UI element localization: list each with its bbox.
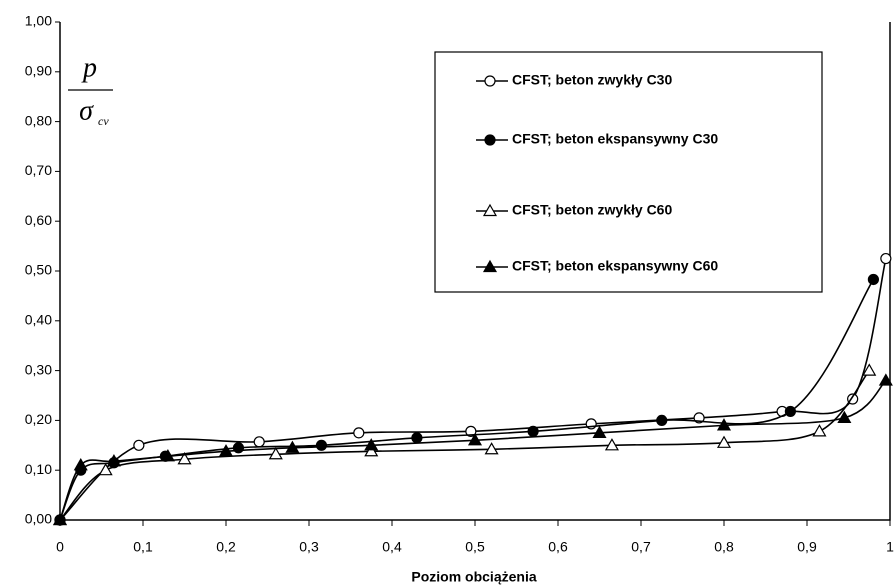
marker bbox=[411, 432, 423, 444]
legend-marker bbox=[484, 134, 496, 146]
marker bbox=[880, 252, 892, 265]
y-label-denominator: σ bbox=[79, 95, 94, 126]
marker bbox=[862, 363, 877, 376]
x-tick-label: 0,4 bbox=[382, 539, 402, 555]
x-tick-label: 0,7 bbox=[631, 539, 651, 555]
marker bbox=[592, 425, 607, 438]
marker bbox=[73, 458, 88, 471]
y-tick-label: 0,70 bbox=[25, 162, 52, 178]
x-tick-label: 0,8 bbox=[714, 539, 734, 555]
y-tick-label: 0,60 bbox=[25, 212, 52, 228]
y-tick-label: 0,20 bbox=[25, 411, 52, 427]
marker bbox=[364, 438, 379, 451]
y-tick-label: 0,30 bbox=[25, 361, 52, 377]
marker bbox=[784, 405, 797, 418]
y-tick-label: 0,00 bbox=[25, 511, 52, 527]
marker bbox=[160, 449, 175, 462]
y-label-numerator: p bbox=[81, 52, 97, 83]
marker bbox=[716, 435, 732, 448]
marker bbox=[133, 439, 145, 451]
marker bbox=[268, 447, 283, 460]
x-tick-label: 0,9 bbox=[797, 539, 817, 555]
marker bbox=[837, 410, 852, 424]
legend bbox=[434, 51, 823, 293]
legend-label: CFST; beton ekspansywny C60 bbox=[512, 258, 718, 274]
marker bbox=[177, 452, 192, 465]
y-tick-label: 1,00 bbox=[25, 13, 52, 29]
marker bbox=[218, 444, 234, 457]
marker bbox=[867, 273, 880, 286]
y-label-subscript: cv bbox=[98, 114, 109, 128]
marker bbox=[878, 373, 893, 386]
marker bbox=[716, 418, 732, 431]
marker bbox=[315, 439, 328, 451]
marker bbox=[106, 454, 121, 467]
marker bbox=[285, 440, 300, 453]
marker bbox=[98, 462, 113, 476]
legend-marker bbox=[484, 75, 496, 87]
marker bbox=[604, 438, 619, 451]
marker bbox=[364, 444, 379, 457]
legend-marker bbox=[482, 203, 498, 217]
series-line bbox=[59, 370, 870, 521]
x-tick-label: 0,2 bbox=[216, 539, 236, 555]
legend-label: CFST; beton ekspansywny C30 bbox=[512, 131, 718, 147]
x-tick-label: 1 bbox=[886, 539, 894, 555]
marker bbox=[484, 442, 499, 455]
legend-label: CFST; beton zwykły C30 bbox=[512, 72, 672, 88]
x-tick-label: 0 bbox=[56, 539, 64, 555]
marker bbox=[52, 512, 68, 526]
marker bbox=[353, 427, 365, 439]
marker bbox=[253, 436, 265, 448]
y-tick-label: 0,40 bbox=[25, 312, 52, 328]
series-line bbox=[59, 258, 887, 521]
x-tick-label: 0,6 bbox=[548, 539, 568, 555]
y-tick-label: 0,90 bbox=[25, 63, 52, 79]
y-tick-label: 0,10 bbox=[25, 461, 52, 477]
marker bbox=[812, 424, 827, 437]
legend-label: CFST; beton zwykły C60 bbox=[512, 202, 672, 218]
x-tick-label: 0,5 bbox=[465, 539, 485, 555]
marker bbox=[656, 414, 668, 426]
y-tick-label: 0,50 bbox=[25, 262, 52, 278]
series-line bbox=[59, 279, 875, 521]
marker bbox=[465, 425, 477, 437]
x-axis-label: Poziom obciążenia bbox=[411, 569, 536, 585]
x-tick-label: 0,1 bbox=[133, 539, 153, 555]
y-tick-label: 0,80 bbox=[25, 112, 52, 128]
marker bbox=[467, 433, 483, 446]
marker bbox=[527, 425, 539, 437]
legend-marker bbox=[482, 259, 498, 273]
x-tick-label: 0,3 bbox=[299, 539, 319, 555]
axes bbox=[59, 22, 891, 521]
